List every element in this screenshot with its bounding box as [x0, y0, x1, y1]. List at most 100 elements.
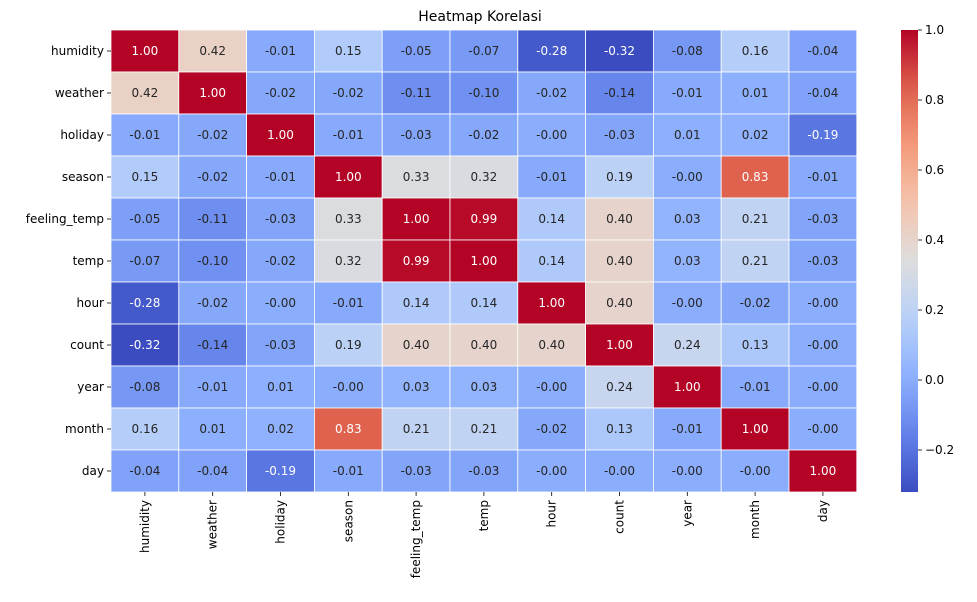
cell-value-label: -0.00 — [672, 296, 703, 310]
heatmap-cell — [246, 365, 315, 409]
cell-value-label: -0.03 — [468, 464, 499, 478]
heatmap-cell — [110, 323, 180, 367]
y-axis-labels: humidity weather holiday season feeling_temp… — [26, 44, 111, 478]
cell-value-label: -0.05 — [401, 44, 432, 58]
cell-value-label: -0.14 — [604, 86, 635, 100]
cell-value-label: 0.03 — [403, 380, 430, 394]
cell-value-label: -0.02 — [333, 86, 364, 100]
colorbar-tick-label: 0.0 — [925, 373, 944, 387]
cell-value-label: 0.16 — [132, 422, 159, 436]
heatmap-cell — [720, 197, 790, 241]
heatmap-cell — [449, 239, 519, 283]
cell-value-label: -0.32 — [129, 338, 160, 352]
heatmap-cell — [788, 239, 858, 283]
cell-value-label: 0.40 — [606, 296, 633, 310]
heatmap-cell — [653, 155, 722, 199]
cell-value-label: 0.21 — [742, 254, 769, 268]
heatmap-cell — [653, 113, 722, 157]
cell-value-label: -0.03 — [265, 212, 296, 226]
cell-value-label: 0.03 — [674, 212, 701, 226]
cell-value-label: 0.13 — [742, 338, 769, 352]
cell-value-label: -0.01 — [265, 44, 296, 58]
cell-value-label: -0.04 — [129, 464, 160, 478]
cell-value-label: 0.14 — [538, 254, 565, 268]
heatmap-cell — [246, 281, 315, 325]
cell-value-label: -0.10 — [197, 254, 228, 268]
heatmap-cell — [653, 365, 722, 409]
heatmap-cell — [246, 449, 315, 493]
x-tick-label: weather — [206, 500, 220, 549]
heatmap-cell — [449, 449, 519, 493]
heatmap-cell — [517, 71, 586, 115]
heatmap-cell — [720, 29, 790, 73]
cell-value-label: -0.19 — [807, 128, 838, 142]
heatmap-cell — [585, 29, 654, 73]
cell-value-label: 1.00 — [132, 44, 159, 58]
cell-value-label: -0.11 — [197, 212, 228, 226]
cell-value-label: -0.00 — [536, 128, 567, 142]
cell-value-label: -0.07 — [468, 44, 499, 58]
colorbar-tick-label: 0.2 — [925, 303, 944, 317]
y-tick-label: weather — [55, 86, 104, 100]
cell-value-label: 0.99 — [403, 254, 430, 268]
heatmap-cell — [313, 29, 383, 73]
heatmap-cell — [449, 281, 519, 325]
cell-value-label: -0.03 — [401, 464, 432, 478]
heatmap-cell — [788, 155, 858, 199]
x-tick-label: humidity — [138, 500, 152, 553]
heatmap-cell — [720, 71, 790, 115]
heatmap-cell — [585, 407, 654, 451]
cell-value-label: 1.00 — [606, 338, 633, 352]
cell-value-label: -0.04 — [197, 464, 228, 478]
cell-value-label: -0.00 — [672, 170, 703, 184]
cell-value-label: -0.02 — [265, 254, 296, 268]
cell-value-label: 0.13 — [606, 422, 633, 436]
cell-value-label: -0.04 — [807, 44, 838, 58]
heatmap-cell — [517, 113, 586, 157]
colorbar-tick-label: 0.4 — [925, 233, 944, 247]
cell-value-label: -0.14 — [197, 338, 228, 352]
heatmap-cell — [517, 155, 586, 199]
cell-value-label: 0.21 — [742, 212, 769, 226]
cell-value-label: -0.02 — [536, 422, 567, 436]
y-tick-label: holiday — [60, 128, 104, 142]
y-tick-label: hour — [77, 296, 105, 310]
heatmap-cell — [720, 323, 790, 367]
heatmap-cell — [449, 365, 519, 409]
cell-value-label: -0.01 — [740, 380, 771, 394]
x-tick-label: holiday — [274, 500, 288, 544]
cell-value-label: -0.03 — [401, 128, 432, 142]
heatmap-cell — [449, 323, 519, 367]
heatmap-cell — [246, 29, 315, 73]
cell-value-label: -0.00 — [807, 380, 838, 394]
heatmap-cell — [788, 71, 858, 115]
cell-value-label: 0.01 — [267, 380, 294, 394]
cell-value-label: -0.01 — [197, 380, 228, 394]
cell-value-label: 0.15 — [335, 44, 362, 58]
x-tick-label: hour — [545, 500, 559, 528]
cell-value-label: -0.03 — [807, 254, 838, 268]
cell-value-label: 1.00 — [471, 254, 498, 268]
heatmap-cell — [246, 155, 315, 199]
heatmap-cell — [653, 407, 722, 451]
cell-value-label: 0.33 — [403, 170, 430, 184]
cell-value-label: -0.10 — [468, 86, 499, 100]
heatmap-cell — [788, 281, 858, 325]
cell-value-label: -0.01 — [333, 464, 364, 478]
heatmap-cell — [110, 71, 180, 115]
cell-value-label: 0.03 — [674, 254, 701, 268]
y-tick-label: day — [82, 464, 104, 478]
cell-value-label: 0.42 — [132, 86, 159, 100]
cell-value-label: 0.21 — [471, 422, 498, 436]
cell-value-label: -0.28 — [129, 296, 160, 310]
cell-value-label: -0.00 — [807, 422, 838, 436]
heatmap-cell — [246, 407, 315, 451]
cell-value-label: 0.02 — [267, 422, 294, 436]
chart-title: Heatmap Korelasi — [418, 9, 542, 25]
heatmap-cell — [585, 449, 654, 493]
heatmap-cell — [585, 71, 654, 115]
cell-value-label: 0.40 — [403, 338, 430, 352]
cell-value-label: -0.02 — [468, 128, 499, 142]
cell-value-label: -0.11 — [401, 86, 432, 100]
heatmap-cell — [313, 281, 383, 325]
